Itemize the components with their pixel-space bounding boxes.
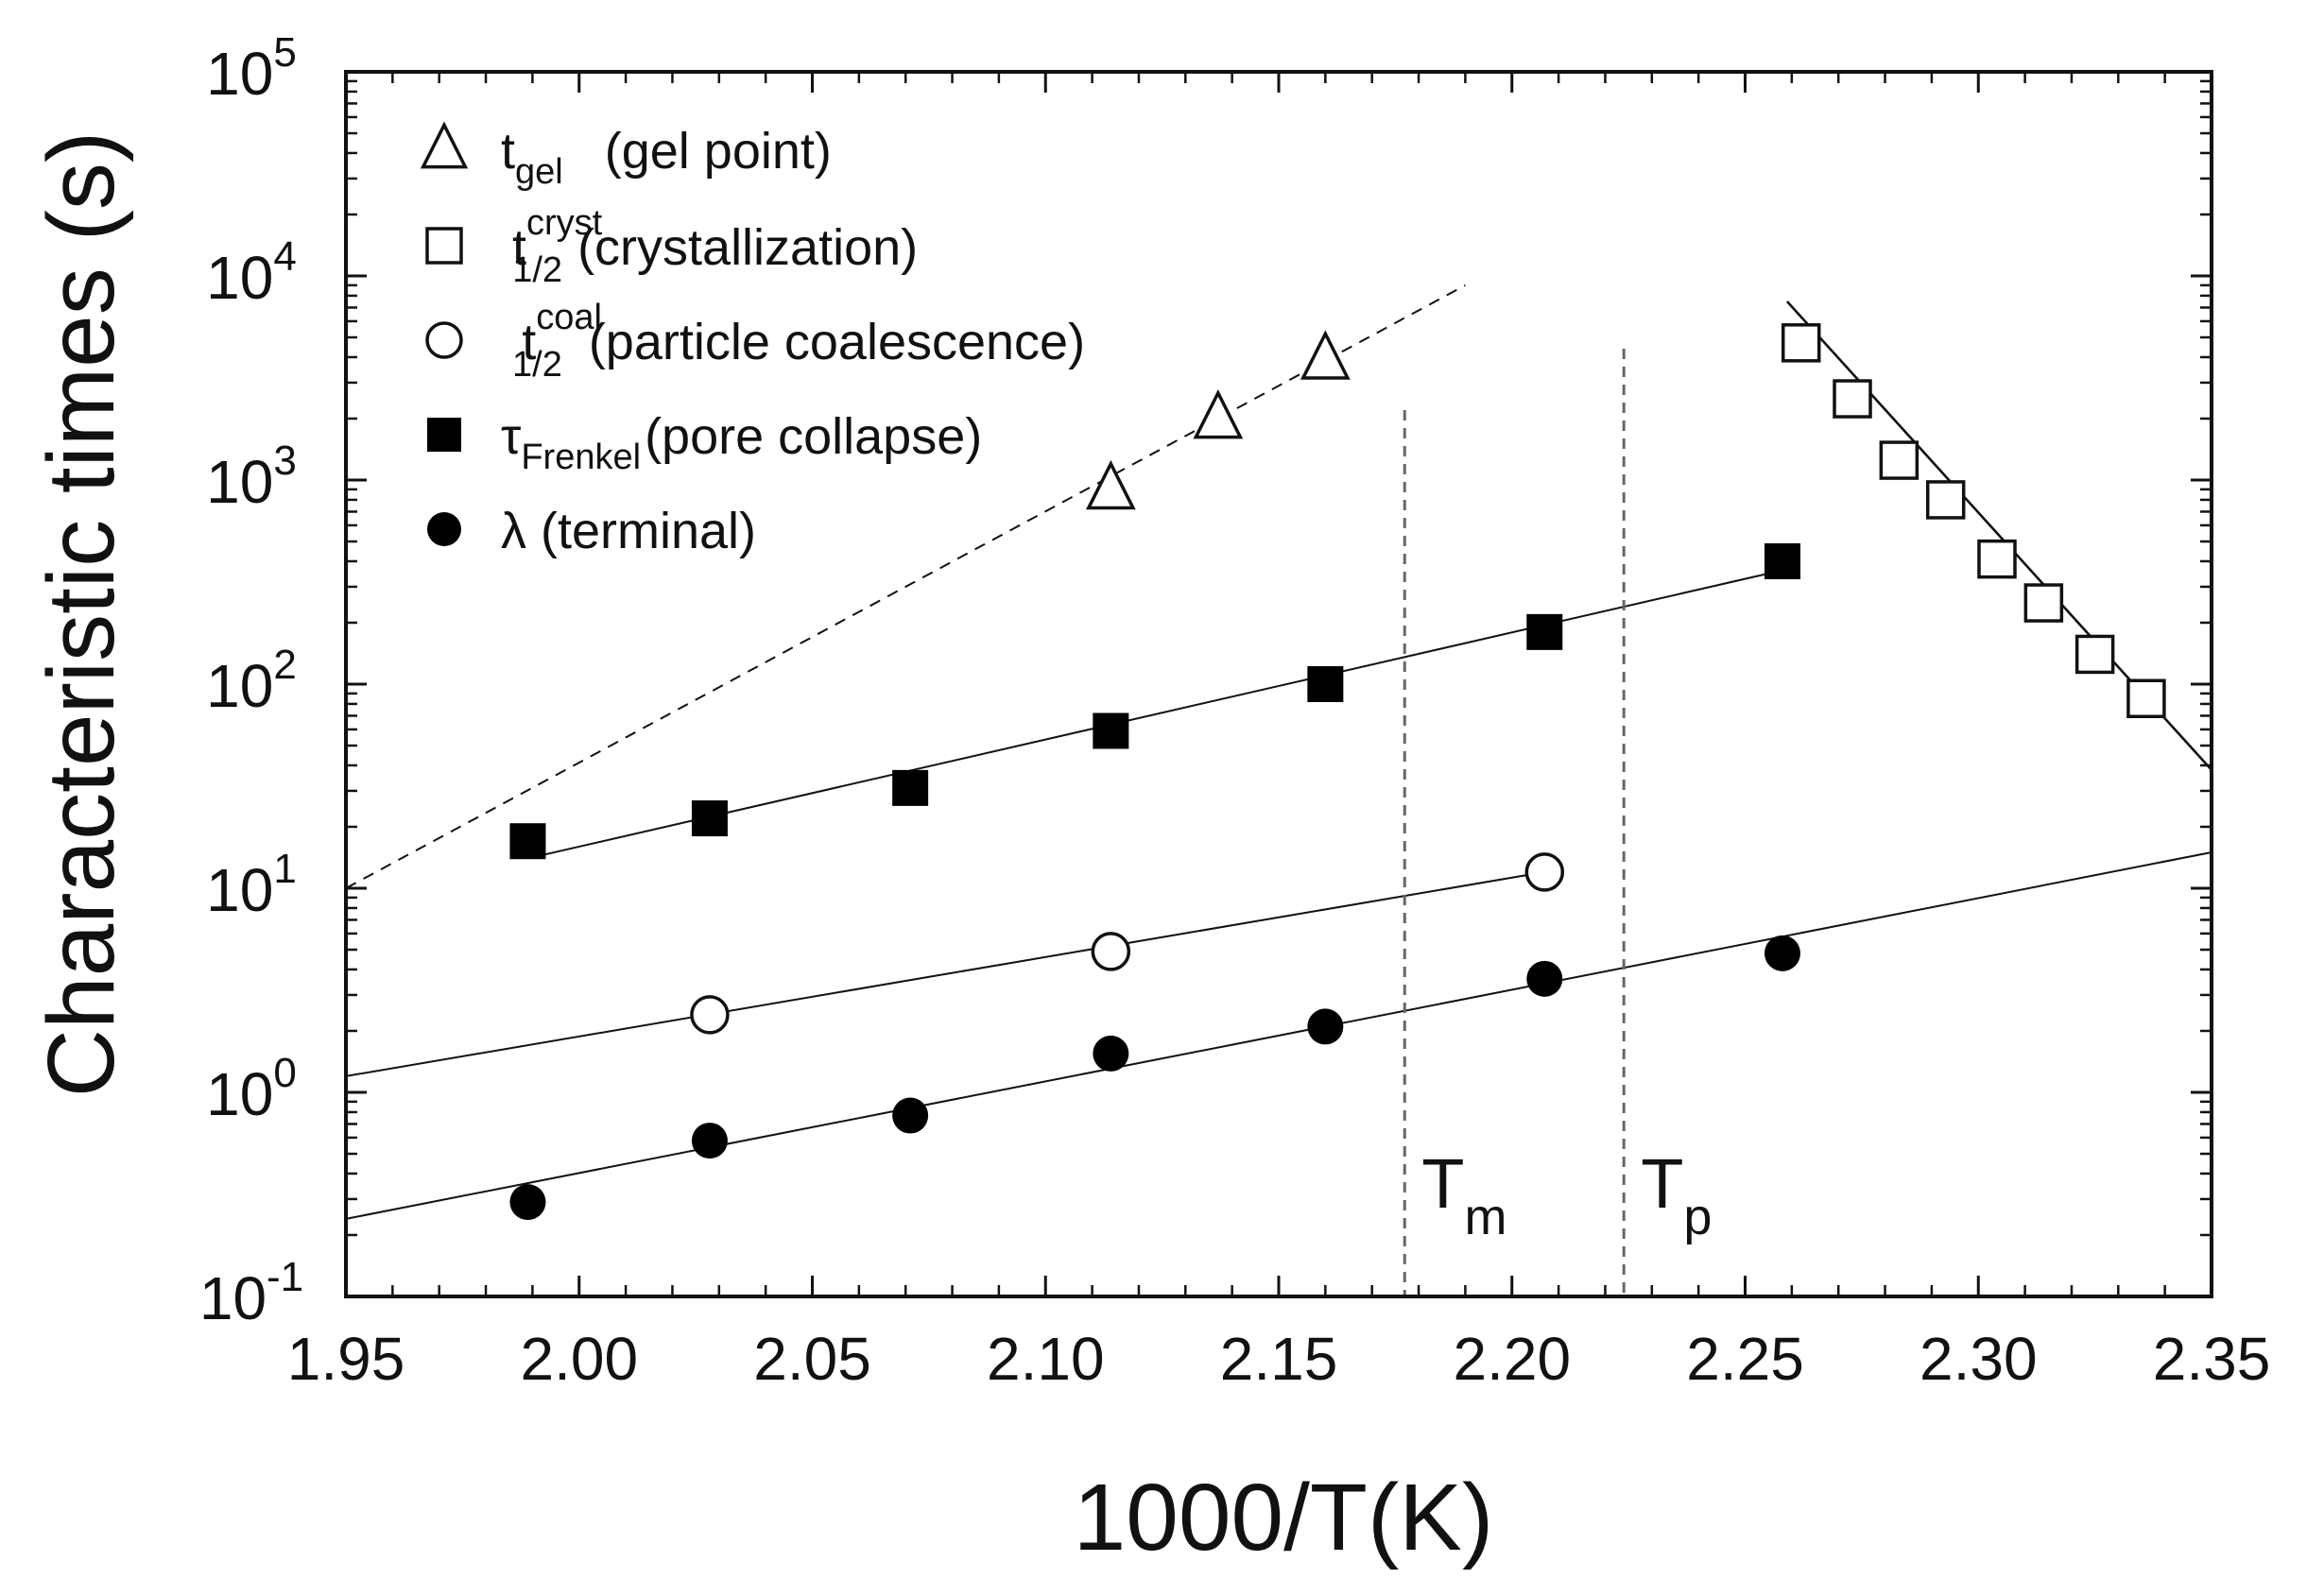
point-cryst bbox=[2023, 583, 2064, 623]
legend-marker-frenkel bbox=[427, 418, 461, 452]
point-gel bbox=[1085, 459, 1136, 510]
point-frenkel bbox=[509, 823, 546, 860]
y-tick-label: 101 bbox=[206, 846, 297, 924]
legend: tgel (gel point) tcryst 1/2 (crystallization… bbox=[420, 121, 1085, 559]
point-terminal bbox=[892, 1097, 929, 1134]
legend-marker-terminal bbox=[427, 512, 461, 546]
axes: 1.95 2.00 2.05 2.10 2.15 2.20 2.25 2.30 2.35 10-1… bbox=[199, 29, 2270, 1393]
point-cryst bbox=[2074, 634, 2115, 675]
y-tick-label: 100 bbox=[206, 1050, 297, 1128]
marker-label-tm: Tm bbox=[1421, 1144, 1506, 1245]
point-terminal bbox=[1307, 1008, 1344, 1045]
point-terminal bbox=[691, 1123, 728, 1159]
point-cryst bbox=[1833, 379, 1872, 419]
x-tick-label: 2.25 bbox=[1686, 1325, 1804, 1393]
point-gel bbox=[1193, 388, 1244, 439]
point-coal bbox=[1091, 932, 1131, 971]
marker-label-tp: Tp bbox=[1641, 1144, 1712, 1245]
data-points bbox=[509, 323, 2166, 1221]
point-frenkel bbox=[1764, 542, 1800, 579]
point-frenkel bbox=[1307, 666, 1344, 702]
x-axis-title: 1000/T(K) bbox=[1074, 1465, 1494, 1570]
point-cryst bbox=[1925, 480, 1966, 520]
fit-line-frenkel bbox=[527, 567, 1793, 860]
legend-marker-gel bbox=[420, 121, 469, 169]
point-cryst bbox=[1977, 539, 2017, 579]
legend-label-coal: tcoal 1/2 (particle coalescence) bbox=[512, 298, 1085, 385]
y-tick-label: 103 bbox=[206, 438, 297, 516]
y-axis-title: Characteristic times (s) bbox=[28, 131, 134, 1097]
point-frenkel bbox=[892, 769, 929, 806]
legend-label-cryst: tcryst 1/2 (crystallization) bbox=[512, 203, 918, 290]
vertical-markers: Tm Tp bbox=[1403, 349, 1712, 1296]
fit-line-coal bbox=[345, 870, 1545, 1077]
point-cryst bbox=[1781, 323, 1821, 363]
y-tick-label: 104 bbox=[206, 233, 297, 312]
x-tick-label: 1.95 bbox=[287, 1325, 405, 1393]
x-tick-label: 2.20 bbox=[1453, 1325, 1571, 1393]
point-terminal bbox=[1764, 935, 1800, 971]
legend-label-frenkel: τFrenkel(pore collapse) bbox=[501, 408, 982, 477]
point-terminal bbox=[1526, 960, 1563, 997]
point-cryst bbox=[1879, 440, 1919, 480]
point-terminal bbox=[1093, 1035, 1129, 1072]
x-tick-label: 2.15 bbox=[1220, 1325, 1338, 1393]
y-tick-label: 102 bbox=[206, 642, 297, 720]
point-frenkel bbox=[1526, 613, 1563, 650]
fit-line-terminal bbox=[345, 850, 2212, 1220]
x-tick-label: 2.35 bbox=[2153, 1325, 2271, 1393]
legend-marker-cryst bbox=[425, 227, 463, 265]
point-cryst bbox=[2126, 678, 2166, 718]
point-frenkel bbox=[691, 800, 728, 837]
fit-lines bbox=[345, 284, 2212, 1220]
point-terminal bbox=[509, 1184, 546, 1221]
fit-line-gel bbox=[345, 284, 1466, 889]
legend-label-gel: tgel (gel point) bbox=[501, 123, 832, 192]
x-tick-label: 2.00 bbox=[520, 1325, 638, 1393]
x-tick-label: 2.30 bbox=[1919, 1325, 2038, 1393]
legend-marker-coal bbox=[425, 321, 463, 359]
y-tick-label: 105 bbox=[206, 29, 297, 108]
x-tick-label: 2.05 bbox=[753, 1325, 871, 1393]
x-tick-label: 2.10 bbox=[987, 1325, 1105, 1393]
point-gel bbox=[1300, 330, 1351, 380]
point-coal bbox=[690, 995, 730, 1035]
point-coal bbox=[1524, 852, 1565, 892]
y-tick-label: 10-1 bbox=[199, 1254, 303, 1332]
point-frenkel bbox=[1093, 712, 1129, 749]
legend-label-terminal: λ (terminal) bbox=[501, 503, 756, 559]
